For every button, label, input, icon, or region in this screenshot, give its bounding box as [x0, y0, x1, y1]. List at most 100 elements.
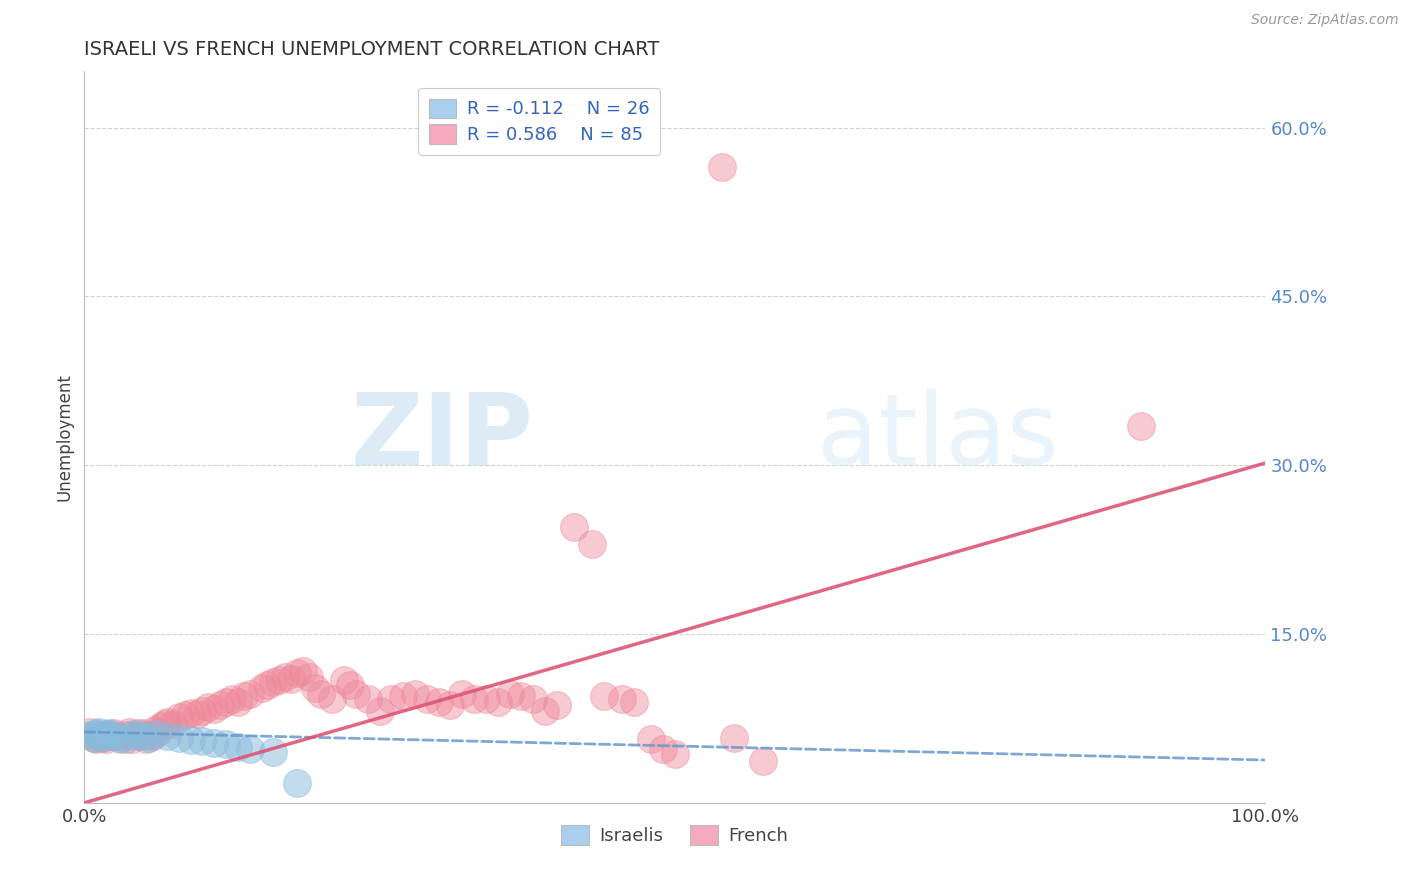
Point	[118, 725, 141, 739]
Point	[239, 741, 262, 756]
Point	[138, 728, 160, 742]
Y-axis label: Unemployment: Unemployment	[55, 373, 73, 501]
Point	[752, 754, 775, 768]
Point	[121, 727, 143, 741]
Point	[221, 692, 243, 706]
Point	[143, 723, 166, 737]
Point	[138, 731, 160, 745]
Point	[463, 692, 485, 706]
Point	[664, 747, 686, 762]
Point	[593, 689, 616, 703]
Point	[79, 728, 101, 742]
Point	[191, 734, 214, 748]
Point	[162, 717, 184, 731]
Point	[91, 731, 114, 745]
Point	[285, 666, 308, 681]
Point	[114, 728, 136, 742]
Point	[404, 687, 426, 701]
Point	[103, 726, 125, 740]
Text: ISRAELI VS FRENCH UNEMPLOYMENT CORRELATION CHART: ISRAELI VS FRENCH UNEMPLOYMENT CORRELATI…	[84, 39, 659, 59]
Point	[581, 537, 603, 551]
Point	[522, 692, 544, 706]
Point	[623, 694, 645, 708]
Point	[321, 692, 343, 706]
Point	[186, 706, 208, 721]
Point	[380, 692, 402, 706]
Point	[209, 698, 232, 712]
Point	[291, 664, 314, 678]
Point	[416, 692, 439, 706]
Point	[309, 687, 332, 701]
Text: ZIP: ZIP	[350, 389, 533, 485]
Point	[143, 727, 166, 741]
Point	[97, 728, 120, 742]
Point	[510, 689, 533, 703]
Text: atlas: atlas	[817, 389, 1059, 485]
Point	[1130, 418, 1153, 433]
Point	[156, 714, 179, 729]
Point	[142, 730, 165, 744]
Point	[339, 678, 361, 692]
Point	[87, 725, 110, 739]
Point	[94, 731, 117, 746]
Legend: Israelis, French: Israelis, French	[554, 818, 796, 852]
Point	[98, 726, 121, 740]
Point	[180, 706, 202, 720]
Point	[269, 673, 291, 687]
Point	[91, 731, 114, 745]
Point	[173, 708, 195, 723]
Point	[357, 692, 380, 706]
Text: Source: ZipAtlas.com: Source: ZipAtlas.com	[1251, 13, 1399, 28]
Point	[103, 730, 125, 744]
Point	[439, 698, 461, 712]
Point	[107, 730, 129, 744]
Point	[153, 717, 176, 731]
Point	[451, 687, 474, 701]
Point	[108, 731, 131, 745]
Point	[610, 692, 633, 706]
Point	[94, 727, 117, 741]
Point	[564, 520, 586, 534]
Point	[298, 670, 321, 684]
Point	[333, 673, 356, 687]
Point	[202, 736, 225, 750]
Point	[127, 728, 149, 742]
Point	[197, 700, 219, 714]
Point	[150, 719, 173, 733]
Point	[239, 687, 262, 701]
Point	[98, 730, 121, 744]
Point	[274, 670, 297, 684]
Point	[723, 731, 745, 745]
Point	[121, 731, 143, 746]
Point	[344, 687, 367, 701]
Point	[132, 726, 155, 740]
Point	[280, 672, 302, 686]
Point	[180, 732, 202, 747]
Point	[191, 704, 214, 718]
Point	[167, 710, 190, 724]
Point	[79, 725, 101, 739]
Point	[486, 694, 509, 708]
Point	[652, 741, 675, 756]
Point	[711, 160, 734, 174]
Point	[97, 727, 120, 741]
Point	[129, 730, 152, 744]
Point	[135, 731, 157, 746]
Point	[498, 687, 520, 701]
Point	[83, 731, 105, 745]
Point	[202, 702, 225, 716]
Point	[250, 681, 273, 695]
Point	[108, 731, 131, 746]
Point	[215, 694, 238, 708]
Point	[146, 725, 169, 739]
Point	[156, 730, 179, 744]
Point	[262, 745, 284, 759]
Point	[262, 675, 284, 690]
Point	[226, 694, 249, 708]
Point	[546, 698, 568, 712]
Point	[122, 730, 145, 744]
Point	[87, 728, 110, 742]
Point	[84, 731, 107, 746]
Point	[368, 704, 391, 718]
Point	[226, 739, 249, 754]
